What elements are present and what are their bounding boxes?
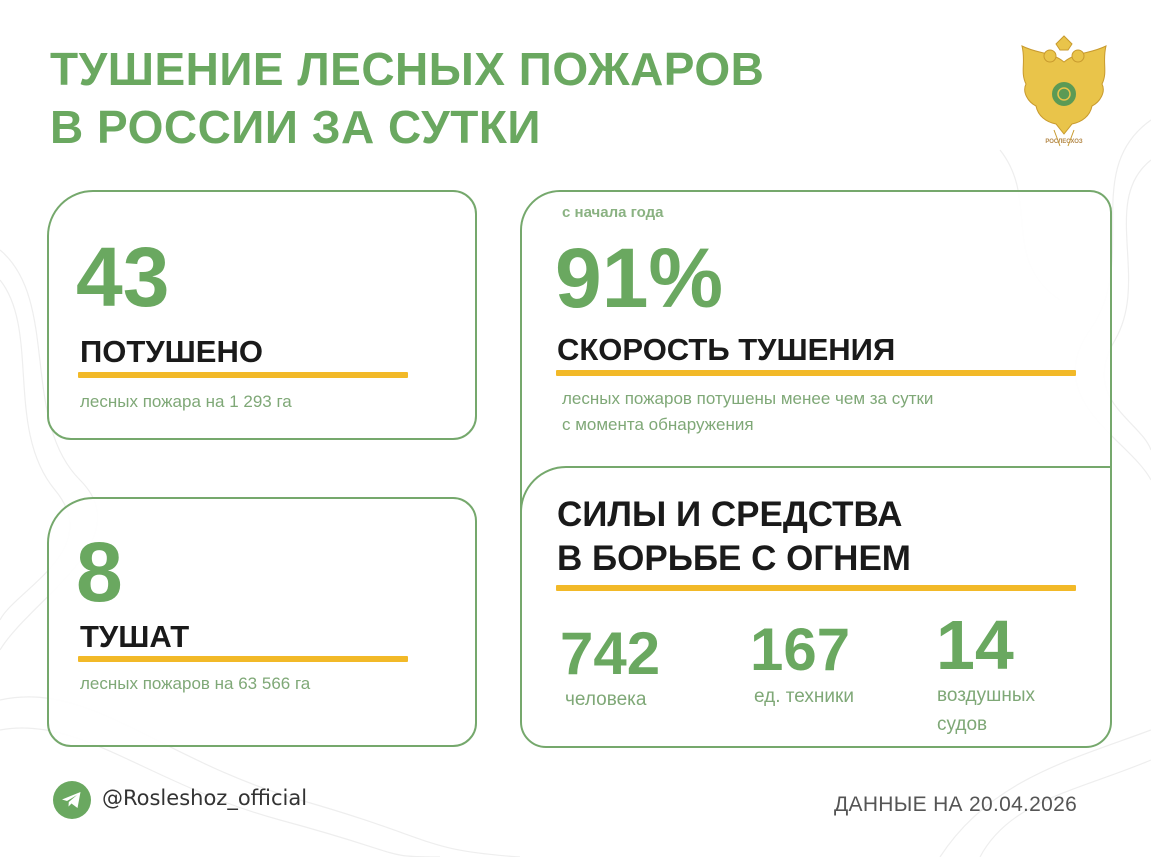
page-title-line-2: В РОССИИ ЗА СУТКИ (50, 101, 541, 153)
extinguished-heading: ПОТУШЕНО (80, 334, 263, 369)
extinguished-card (47, 190, 477, 440)
forces-heading: СИЛЫ И СРЕДСТВА В БОРЬБЕ С ОГНЕМ (557, 493, 911, 581)
people-label: человека (565, 689, 647, 710)
speed-description: лесных пожаров потушены менее чем за сут… (562, 386, 1062, 438)
speed-underline (556, 370, 1076, 376)
aircraft-label-line-1: воздушных (937, 685, 1036, 706)
telegram-icon[interactable] (53, 781, 91, 819)
active-heading: ТУШАТ (80, 619, 190, 654)
double-headed-eagle-icon (1021, 35, 1107, 147)
speed-value: 91% (555, 231, 724, 325)
speed-card (520, 190, 1112, 520)
aircraft-label: воздушных судов (937, 681, 1097, 739)
active-underline (78, 656, 408, 662)
forces-underline (556, 585, 1076, 591)
aircraft-label-line-2: судов (937, 714, 988, 735)
active-value: 8 (76, 525, 123, 619)
emblem-caption: РОСЛЕСХОЗ (1045, 139, 1083, 145)
extinguished-underline (78, 372, 408, 378)
speed-since-label: с начала года (562, 204, 664, 221)
forces-card (520, 466, 1112, 748)
active-description: лесных пожаров на 63 566 га (80, 674, 311, 693)
page-title-line-1: ТУШЕНИЕ ЛЕСНЫХ ПОЖАРОВ (50, 43, 765, 95)
forces-heading-line-1: СИЛЫ И СРЕДСТВА (557, 495, 903, 534)
data-date: ДАННЫЕ НА 20.04.2026 (834, 793, 1078, 816)
people-count: 742 (560, 620, 661, 687)
equipment-count: 167 (750, 616, 851, 683)
active-card (47, 497, 477, 747)
speed-heading: СКОРОСТЬ ТУШЕНИЯ (557, 332, 896, 367)
telegram-handle-link[interactable]: @Rosleshoz_official (102, 786, 308, 810)
page-title: ТУШЕНИЕ ЛЕСНЫХ ПОЖАРОВ В РОССИИ ЗА СУТКИ (50, 40, 764, 156)
speed-description-line-2: с момента обнаружения (562, 415, 754, 434)
extinguished-value: 43 (76, 230, 170, 324)
equipment-label: ед. техники (754, 686, 854, 707)
speed-description-line-1: лесных пожаров потушены менее чем за сут… (562, 389, 934, 408)
extinguished-description: лесных пожара на 1 293 га (80, 392, 292, 411)
forces-heading-line-2: В БОРЬБЕ С ОГНЕМ (557, 539, 911, 578)
aircraft-count: 14 (936, 606, 1014, 684)
